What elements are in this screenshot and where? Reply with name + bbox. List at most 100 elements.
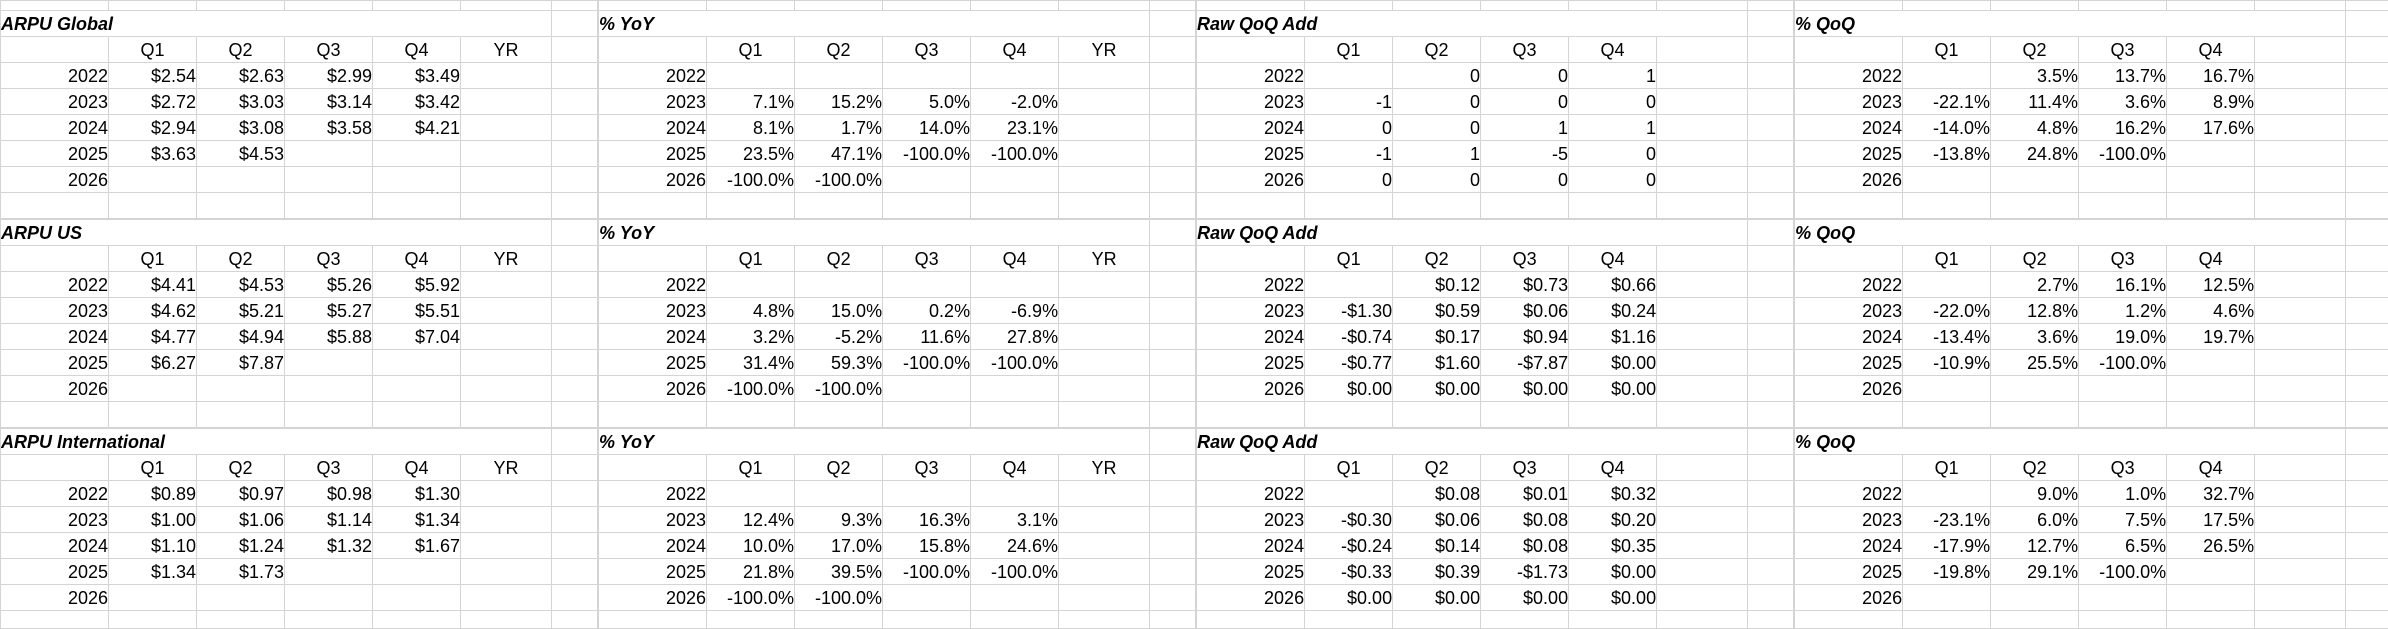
- empty-cell[interactable]: [1903, 1, 1991, 11]
- cell[interactable]: [971, 585, 1059, 611]
- cell[interactable]: -100.0%: [971, 141, 1059, 167]
- empty-cell[interactable]: [1991, 402, 2079, 428]
- cell[interactable]: 24.6%: [971, 533, 1059, 559]
- empty-cell[interactable]: [883, 193, 971, 219]
- empty-cell[interactable]: [1481, 402, 1569, 428]
- cell[interactable]: $0.08: [1481, 533, 1569, 559]
- cell[interactable]: $5.88: [285, 324, 373, 350]
- cell[interactable]: 1: [1569, 115, 1657, 141]
- table-title[interactable]: % YoY: [599, 220, 1150, 246]
- cell[interactable]: [707, 63, 795, 89]
- cell[interactable]: -$0.33: [1305, 559, 1393, 585]
- empty-cell[interactable]: [2079, 402, 2167, 428]
- gap-cell[interactable]: [2346, 376, 2388, 402]
- column-header[interactable]: Q4: [2167, 455, 2255, 481]
- column-header[interactable]: [1657, 37, 1748, 63]
- column-header[interactable]: [1657, 246, 1748, 272]
- row-year-label[interactable]: 2023: [1197, 298, 1305, 324]
- gap-cell[interactable]: [552, 533, 598, 559]
- cell[interactable]: 15.0%: [795, 298, 883, 324]
- gap-cell[interactable]: [2346, 533, 2388, 559]
- cell[interactable]: -1: [1305, 89, 1393, 115]
- cell[interactable]: $0.14: [1393, 533, 1481, 559]
- cell[interactable]: $0.89: [109, 481, 197, 507]
- cell[interactable]: [1991, 167, 2079, 193]
- column-header[interactable]: Q2: [197, 246, 285, 272]
- cell[interactable]: [971, 272, 1059, 298]
- column-header[interactable]: Q1: [109, 37, 197, 63]
- cell[interactable]: [1657, 507, 1748, 533]
- cell[interactable]: 5.0%: [883, 89, 971, 115]
- column-header[interactable]: Q2: [1991, 246, 2079, 272]
- column-header[interactable]: [2255, 455, 2346, 481]
- cell[interactable]: -13.8%: [1903, 141, 1991, 167]
- column-header[interactable]: Q4: [971, 246, 1059, 272]
- row-year-label[interactable]: 2026: [1197, 376, 1305, 402]
- cell[interactable]: [1657, 63, 1748, 89]
- cell[interactable]: $0.00: [1569, 350, 1657, 376]
- empty-cell[interactable]: [2167, 402, 2255, 428]
- gap-cell[interactable]: [1150, 507, 1196, 533]
- cell[interactable]: -100.0%: [707, 376, 795, 402]
- cell[interactable]: -6.9%: [971, 298, 1059, 324]
- cell[interactable]: [2167, 585, 2255, 611]
- empty-cell[interactable]: [1150, 1, 1196, 11]
- column-header[interactable]: [2255, 246, 2346, 272]
- cell[interactable]: 2.7%: [1991, 272, 2079, 298]
- cell[interactable]: 27.8%: [971, 324, 1059, 350]
- gap-cell[interactable]: [2346, 298, 2388, 324]
- cell[interactable]: [795, 63, 883, 89]
- gap-cell[interactable]: [1150, 167, 1196, 193]
- cell[interactable]: [1059, 533, 1150, 559]
- cell[interactable]: 1: [1481, 115, 1569, 141]
- column-header[interactable]: Q4: [1569, 246, 1657, 272]
- cell[interactable]: 32.7%: [2167, 481, 2255, 507]
- row-year-label[interactable]: 2023: [599, 89, 707, 115]
- cell[interactable]: 0.2%: [883, 298, 971, 324]
- gap-cell[interactable]: [552, 220, 598, 246]
- cell[interactable]: [109, 376, 197, 402]
- corner-cell[interactable]: [1197, 37, 1305, 63]
- cell[interactable]: [2167, 376, 2255, 402]
- cell[interactable]: [461, 481, 552, 507]
- row-year-label[interactable]: 2026: [1, 376, 109, 402]
- cell[interactable]: [2255, 585, 2346, 611]
- row-year-label[interactable]: 2022: [599, 272, 707, 298]
- cell[interactable]: [2167, 350, 2255, 376]
- row-year-label[interactable]: 2024: [1, 533, 109, 559]
- column-header[interactable]: Q2: [795, 455, 883, 481]
- cell[interactable]: -$1.73: [1481, 559, 1569, 585]
- row-year-label[interactable]: 2025: [1197, 559, 1305, 585]
- cell[interactable]: [461, 63, 552, 89]
- cell[interactable]: [373, 376, 461, 402]
- corner-cell[interactable]: [599, 455, 707, 481]
- gap-cell[interactable]: [1150, 246, 1196, 272]
- empty-cell[interactable]: [795, 402, 883, 428]
- empty-cell[interactable]: [2346, 1, 2388, 11]
- cell[interactable]: -100.0%: [795, 585, 883, 611]
- gap-cell[interactable]: [1748, 246, 1794, 272]
- column-header[interactable]: Q3: [285, 455, 373, 481]
- empty-cell[interactable]: [109, 193, 197, 219]
- empty-cell[interactable]: [2079, 193, 2167, 219]
- row-year-label[interactable]: 2025: [1, 141, 109, 167]
- row-year-label[interactable]: 2024: [1197, 115, 1305, 141]
- gap-cell[interactable]: [552, 376, 598, 402]
- row-year-label[interactable]: 2023: [1795, 298, 1903, 324]
- cell[interactable]: $0.39: [1393, 559, 1481, 585]
- cell[interactable]: $0.24: [1569, 298, 1657, 324]
- cell[interactable]: [1657, 585, 1748, 611]
- empty-cell[interactable]: [1748, 402, 1794, 428]
- cell[interactable]: $0.00: [1569, 585, 1657, 611]
- row-year-label[interactable]: 2026: [1197, 167, 1305, 193]
- cell[interactable]: 1.7%: [795, 115, 883, 141]
- gap-cell[interactable]: [1748, 507, 1794, 533]
- cell[interactable]: [971, 167, 1059, 193]
- gap-cell[interactable]: [552, 324, 598, 350]
- empty-cell[interactable]: [1991, 193, 2079, 219]
- table-title[interactable]: ARPU US: [1, 220, 552, 246]
- cell[interactable]: [1059, 481, 1150, 507]
- corner-cell[interactable]: [1795, 246, 1903, 272]
- cell[interactable]: [2255, 350, 2346, 376]
- gap-cell[interactable]: [1748, 559, 1794, 585]
